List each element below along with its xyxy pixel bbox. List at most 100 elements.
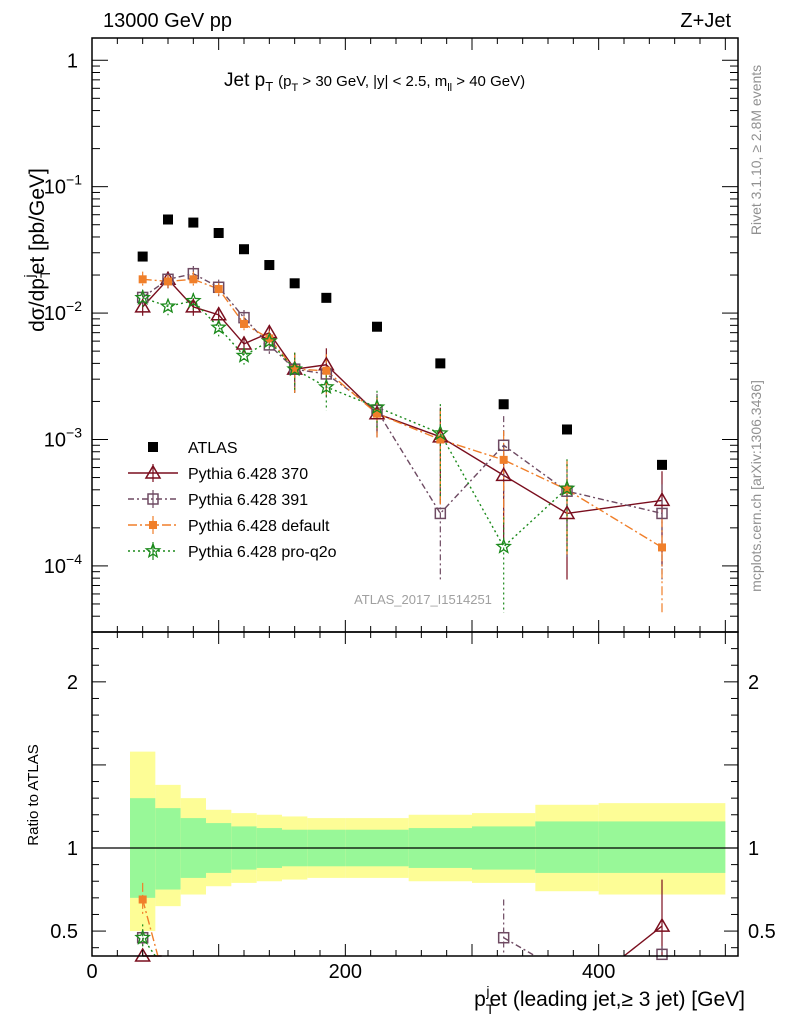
point-3-7 (322, 366, 331, 375)
x-tick-label-200: 200 (329, 961, 362, 983)
legend-marker-3 (149, 521, 157, 529)
point-4-8 (368, 398, 386, 415)
point-3-9 (436, 435, 445, 444)
point-0-3 (213, 228, 224, 239)
point-0-7 (321, 292, 332, 303)
legend-label-1: Pythia 6.428 370 (188, 466, 308, 483)
band-green-11 (535, 821, 599, 873)
point-3-11 (563, 485, 571, 494)
ratio-bands (130, 751, 726, 932)
y-tick-label-3: 10−3 (44, 424, 82, 451)
point-1-10 (495, 466, 512, 482)
legend: ATLAS Pythia 6.428 370 Pythia 6.428 391 Pyt… (128, 440, 337, 561)
legend-marker-0 (148, 442, 158, 452)
point-0-2 (188, 217, 199, 228)
ratio-point-3-0 (138, 895, 147, 904)
point-4-3 (210, 318, 227, 335)
point-0-5 (264, 260, 275, 271)
main-frame (91, 37, 739, 633)
point-3-1 (164, 277, 172, 286)
point-0-9 (435, 358, 446, 369)
legend-label-2: Pythia 6.428 391 (188, 492, 308, 509)
ratio-tick-label-l-0: 0.5 (50, 921, 78, 943)
point-4-7 (318, 378, 335, 395)
ratio-tick-label-r-2: 2 (748, 672, 759, 694)
ratio-tick-label-r-1: 1 (748, 838, 759, 860)
y-tick-label-2: 10−2 (44, 298, 82, 325)
point-4-1 (159, 297, 177, 314)
ratio-frame (91, 631, 739, 957)
point-3-3 (214, 285, 223, 294)
band-green-12 (598, 821, 726, 873)
point-4-9 (432, 424, 449, 441)
point-0-10 (498, 399, 509, 410)
ratio-point-1-12 (653, 917, 671, 932)
point-3-4 (240, 319, 248, 328)
legend-marker-4 (144, 542, 162, 559)
point-4-6 (286, 360, 303, 377)
x-tick-label-0: 0 (86, 961, 97, 983)
point-3-2 (189, 275, 198, 284)
point-0-11 (562, 424, 572, 435)
band-green-1 (155, 808, 181, 890)
ratio-line-4 (142, 937, 156, 957)
point-0-8 (372, 321, 382, 332)
legend-label-4: Pythia 6.428 pro-q2o (188, 544, 337, 561)
ratio-line-3 (141, 899, 159, 957)
ratio-tick-label-l-1: 1 (67, 838, 78, 860)
ratio-line-2 (503, 937, 536, 957)
y-tick-label-4: 10−4 (44, 551, 82, 578)
plot-frames (91, 37, 739, 957)
ratio-tick-label-r-0: 0.5 (748, 921, 776, 943)
point-0-6 (289, 278, 300, 289)
analysis-label: ATLAS_2017_I1514251 (354, 592, 492, 607)
point-4-11 (558, 479, 576, 496)
point-1-12 (653, 491, 671, 507)
point-3-6 (290, 365, 299, 374)
ratio-point-2-10 (497, 931, 510, 944)
series-line-4 (142, 297, 568, 548)
ratio-point-2-12 (656, 948, 668, 961)
ratio-tick-label-l-2: 2 (67, 672, 78, 694)
point-3-5 (265, 334, 274, 343)
point-3-10 (499, 455, 508, 464)
axis-ticks (91, 38, 738, 956)
legend-label-0: ATLAS (188, 440, 238, 457)
mcplots-label: mcplots.cern.ch [arXiv:1306.3436] (748, 380, 764, 592)
point-3-0 (138, 275, 147, 284)
point-3-8 (373, 409, 381, 418)
plot-title: Jet pT (pT > 30 GeV, |y| < 2.5, mll > 40 … (224, 70, 525, 94)
rivet-version-label: Rivet 3.1.10, ≥ 2.8M events (748, 65, 764, 235)
y-tick-label-1: 10−1 (44, 172, 82, 199)
point-0-0 (137, 251, 148, 262)
point-4-10 (495, 537, 512, 554)
header-left: 13000 GeV pp (103, 10, 232, 32)
point-4-0 (134, 288, 151, 305)
x-axis-label: pTjet (leading jet,≥ 3 jet) [GeV] (474, 983, 745, 1017)
y-axis-label: dσ/dpTjet [pb/GeV] (21, 168, 53, 332)
point-0-4 (239, 244, 249, 255)
legend-label-3: Pythia 6.428 default (188, 518, 330, 535)
legend-marker-2 (147, 493, 159, 505)
ratio-y-axis-label: Ratio to ATLAS (25, 744, 42, 845)
point-0-1 (163, 214, 173, 225)
x-tick-label-400: 400 (582, 961, 615, 983)
point-4-5 (261, 332, 278, 349)
ratio-point-4-0 (134, 928, 151, 945)
point-2-12 (656, 507, 668, 520)
data-markers (134, 214, 671, 962)
point-4-4 (235, 346, 253, 363)
point-3-12 (658, 543, 666, 552)
point-2-9 (434, 507, 447, 520)
ratio-point-1-0 (134, 947, 151, 962)
error-bars (142, 265, 663, 956)
point-1-0 (134, 298, 151, 313)
y-tick-label-0: 1 (67, 50, 78, 72)
header-right: Z+Jet (680, 10, 731, 32)
point-0-12 (657, 459, 667, 470)
point-2-10 (497, 439, 510, 452)
legend-marker-1 (144, 464, 162, 479)
tick-labels: 0 200 400 1 10−1 10−2 10−3 10−4 0.5 0.5 1 1 2 2 (44, 50, 776, 983)
point-4-2 (185, 291, 202, 308)
